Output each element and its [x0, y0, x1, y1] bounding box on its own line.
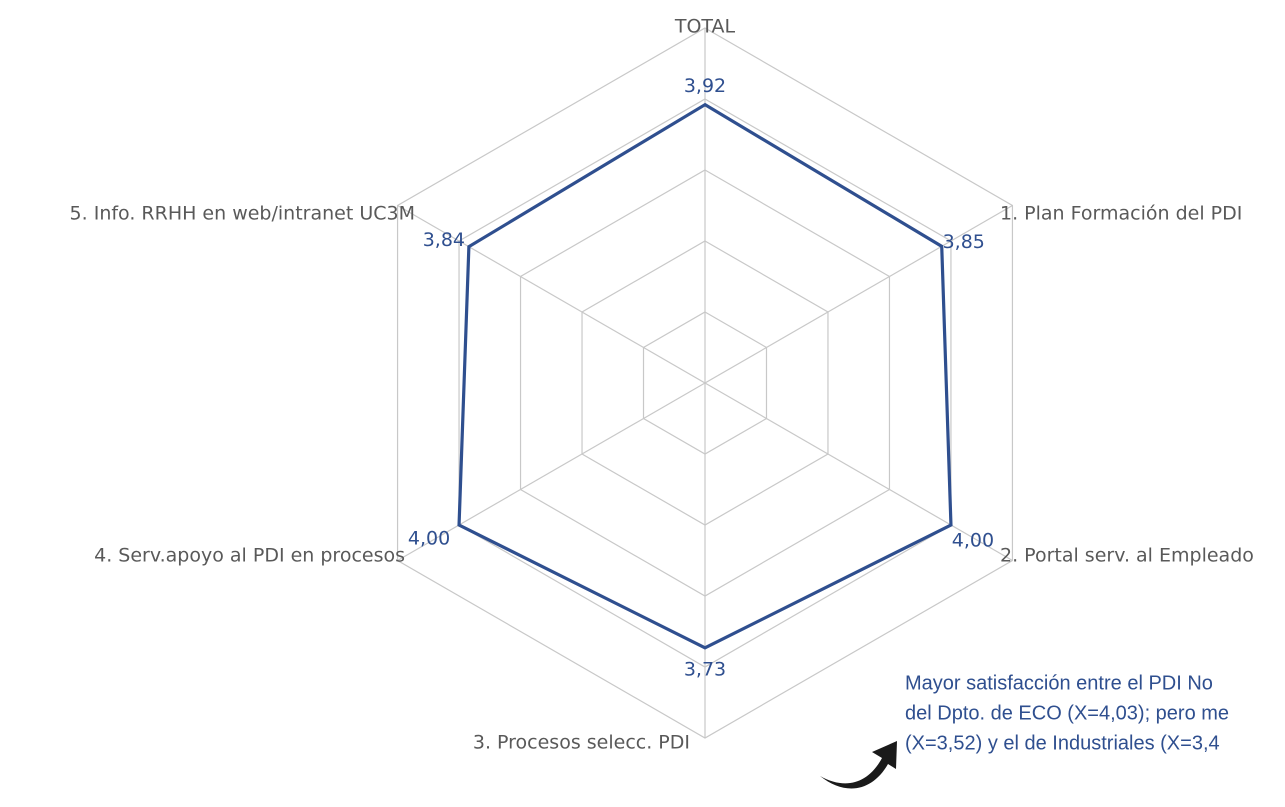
data-label: 3,92	[684, 75, 726, 97]
series-line	[457, 102, 953, 650]
grid-spoke	[704, 382, 1013, 562]
grid-spoke	[704, 204, 1013, 384]
data-label: 4,00	[952, 530, 994, 552]
radar-grid	[396, 27, 1014, 739]
radar-labels: TOTAL 1. Plan Formación del PDI 2. Portal …	[70, 16, 1254, 754]
data-label: 3,73	[684, 658, 726, 680]
radar-series	[457, 102, 953, 650]
grid-spoke	[397, 204, 706, 384]
data-label: 3,85	[943, 231, 985, 253]
annotation-line: Mayor satisfacción entre el PDI No	[905, 672, 1213, 694]
axis-label: 5. Info. RRHH en web/intranet UC3M	[70, 203, 415, 225]
axis-label: 3. Procesos selecc. PDI	[473, 732, 690, 754]
grid-spoke	[397, 382, 706, 562]
data-label: 4,00	[408, 528, 450, 550]
annotation-line: del Dpto. de ECO (X=4,03); pero me	[905, 702, 1229, 724]
axis-label: TOTAL	[674, 16, 736, 38]
data-label: 3,84	[423, 229, 465, 251]
annotation-line: (X=3,52) y el de Industriales (X=3,4	[905, 732, 1220, 754]
axis-label: 4. Serv.apoyo al PDI en procesos	[94, 545, 405, 567]
annotation: Mayor satisfacción entre el PDI No del Dp…	[820, 672, 1229, 789]
axis-label: 1. Plan Formación del PDI	[1000, 203, 1242, 225]
axis-label: 2. Portal serv. al Empleado	[1000, 545, 1254, 567]
curved-arrow-icon	[820, 741, 897, 789]
